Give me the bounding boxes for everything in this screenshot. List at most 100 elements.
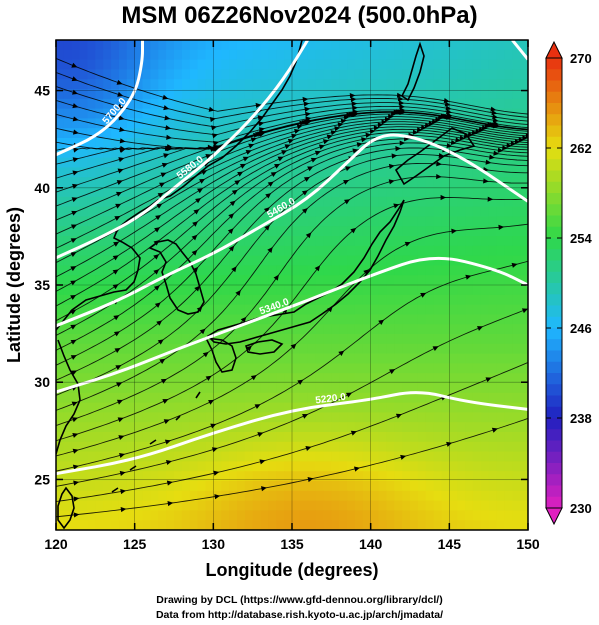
field-cell <box>441 500 450 511</box>
field-cell <box>111 49 120 61</box>
field-cell <box>221 324 230 335</box>
field-cell <box>56 461 65 472</box>
field-cell <box>166 353 175 364</box>
wind-arrow <box>112 255 119 261</box>
field-cell <box>166 196 175 208</box>
field-cell <box>504 275 513 286</box>
field-cell <box>111 402 120 413</box>
wind-arrow <box>70 280 77 286</box>
colorbar-max-triangle <box>545 40 563 59</box>
field-cell <box>292 177 301 188</box>
field-cell <box>307 157 317 168</box>
field-cell <box>307 196 317 208</box>
field-cell <box>118 383 128 394</box>
field-cell <box>331 59 340 70</box>
field-cell <box>205 500 214 511</box>
field-cell <box>56 49 65 61</box>
field-cell <box>386 79 395 90</box>
field-cell <box>465 441 474 453</box>
field-cell <box>480 314 490 325</box>
field-cell <box>457 236 466 247</box>
field-cell <box>378 275 387 286</box>
field-cell <box>441 343 450 355</box>
field-cell <box>79 294 89 306</box>
field-cell <box>323 402 332 413</box>
field-cell <box>118 236 128 247</box>
field-cell <box>323 353 332 364</box>
field-cell <box>158 69 167 80</box>
field-cell <box>236 451 246 462</box>
field-cell <box>118 314 128 325</box>
field-cell <box>189 138 199 149</box>
field-cell <box>95 49 104 61</box>
field-cell <box>465 255 474 266</box>
field-cell <box>386 353 395 364</box>
field-cell <box>189 147 199 159</box>
colorbar-segment <box>546 474 562 486</box>
field-cell <box>433 285 443 296</box>
field-cell <box>370 285 380 296</box>
field-cell <box>417 69 427 80</box>
field-cell <box>417 520 427 530</box>
field-cell <box>63 89 73 100</box>
field-cell <box>417 432 427 443</box>
field-cell <box>472 255 482 266</box>
field-cell <box>87 520 96 530</box>
field-cell <box>87 98 96 110</box>
field-cell <box>71 383 81 394</box>
field-cell <box>457 471 466 482</box>
field-cell <box>331 98 340 110</box>
field-cell <box>276 89 285 100</box>
field-cell <box>150 334 159 345</box>
field-cell <box>402 441 411 453</box>
field-cell <box>410 461 419 472</box>
field-cell <box>512 422 521 433</box>
field-cell <box>276 412 285 423</box>
field-cell <box>299 79 309 90</box>
field-cell <box>284 177 293 188</box>
field-cell <box>512 490 521 502</box>
wind-arrow <box>118 115 125 121</box>
field-cell <box>512 481 521 492</box>
field-cell <box>166 520 175 530</box>
field-cell <box>299 265 309 276</box>
field-cell <box>465 451 474 462</box>
field-cell <box>410 157 419 168</box>
field-cell <box>103 481 112 492</box>
field-cell <box>111 177 120 188</box>
field-cell <box>520 265 528 276</box>
field-cell <box>370 334 380 345</box>
field-cell <box>449 108 458 119</box>
field-cell <box>378 402 387 413</box>
field-cell <box>181 128 191 139</box>
field-cell <box>425 500 435 511</box>
field-cell <box>95 520 104 530</box>
field-cell <box>268 108 277 119</box>
field-cell <box>166 461 175 472</box>
field-cell <box>331 236 340 247</box>
field-cell <box>284 353 293 364</box>
field-cell <box>362 40 372 51</box>
field-cell <box>236 89 246 100</box>
field-cell <box>292 49 301 61</box>
field-cell <box>433 79 443 90</box>
field-cell <box>315 392 325 404</box>
field-cell <box>189 412 199 423</box>
field-cell <box>236 40 246 51</box>
field-cell <box>315 441 325 453</box>
field-cell <box>433 236 443 247</box>
field-cell <box>79 334 89 345</box>
field-cell <box>417 383 427 394</box>
field-cell <box>457 422 466 433</box>
field-cell <box>158 353 167 364</box>
wind-arrow <box>525 133 528 139</box>
field-cell <box>284 147 293 159</box>
field-cell <box>480 108 490 119</box>
wind-arrow <box>424 122 431 128</box>
field-cell <box>79 490 89 502</box>
field-cell <box>87 294 96 306</box>
field-cell <box>244 422 254 433</box>
field-cell <box>378 490 387 502</box>
field-cell <box>315 89 325 100</box>
field-cell <box>95 500 104 511</box>
